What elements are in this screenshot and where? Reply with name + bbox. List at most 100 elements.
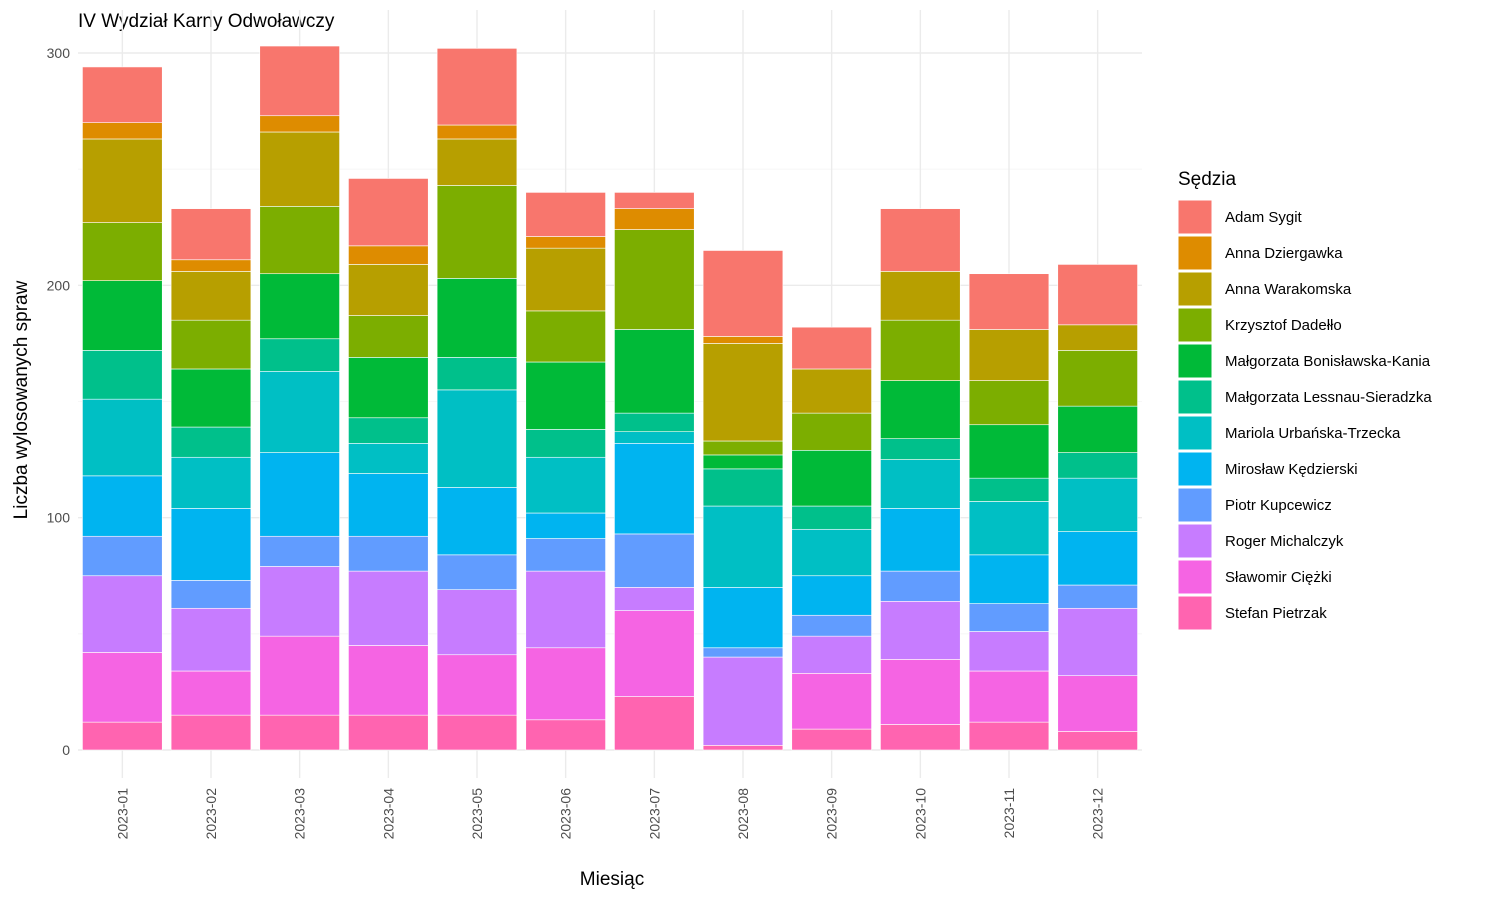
bar-segment (170, 456, 252, 509)
bar-segment (259, 273, 340, 340)
bar-segment (82, 122, 163, 140)
bar-segment (348, 535, 429, 572)
bar-segment (791, 635, 872, 674)
bar-segment (614, 610, 695, 697)
bar-segment (436, 357, 518, 391)
legend-label: Adam Sygit (1225, 209, 1303, 226)
bar-segment (702, 505, 784, 588)
bar-segment (1057, 731, 1138, 751)
bar-segment (170, 580, 252, 609)
legend-label: Krzysztof Dadełło (1225, 317, 1342, 334)
y-tick-label: 200 (47, 277, 71, 293)
legend-key (1177, 415, 1213, 451)
bar-segment (702, 440, 784, 456)
bar-segment (348, 315, 429, 358)
bar-segment (525, 456, 606, 514)
legend: Sędzia Adam Sygit Anna Dziergawka Anna War… (1177, 169, 1432, 631)
legend-key (1177, 199, 1213, 235)
bar-segment (968, 380, 1050, 426)
bar-segment (880, 659, 961, 725)
bar-segment (348, 473, 429, 537)
bar-segment (259, 566, 340, 637)
bar-segment (614, 329, 695, 414)
bar-segment (525, 361, 606, 430)
x-axis-ticks: 2023-01 2023-02 2023-03 2023-04 2023-05 2023-… (114, 788, 1105, 840)
bar-segment (170, 259, 252, 272)
bar-segment (170, 271, 252, 321)
bar-segment (702, 343, 784, 442)
legend-key (1177, 379, 1213, 415)
x-tick-label: 2023-12 (1090, 788, 1106, 840)
y-tick-label: 0 (62, 742, 70, 758)
legend-label: Małgorzata Lessnau-Sieradzka (1225, 389, 1432, 406)
bar-segment (170, 319, 252, 370)
bar-segment (702, 656, 784, 746)
bar-segment (82, 280, 163, 351)
bar-segment (1057, 584, 1138, 609)
y-tick-label: 100 (47, 510, 71, 526)
legend-key (1177, 595, 1213, 631)
legend-key (1177, 307, 1213, 343)
bar-segment (436, 278, 518, 358)
bar-segment (348, 245, 429, 265)
bar-segment (525, 236, 606, 249)
bar-segment (1057, 264, 1138, 326)
bar-segment (702, 647, 784, 658)
bar-segment (436, 654, 518, 716)
bar-segment (791, 614, 872, 637)
legend-label: Sławomir Ciężki (1225, 569, 1332, 586)
bar-segment (968, 329, 1050, 381)
bar-segment (259, 535, 340, 567)
bar-segment (525, 247, 606, 312)
bar-segment (968, 477, 1050, 502)
chart-title: IV Wydział Karny Odwoławczy (78, 11, 335, 32)
bar-segment (259, 370, 340, 453)
x-axis-title: Miesiąc (580, 869, 644, 890)
bar-segment (436, 138, 518, 186)
bar-segment (880, 438, 961, 460)
bar-segment (82, 575, 163, 653)
bar-segment (436, 389, 518, 488)
bar-segment (968, 721, 1050, 751)
x-tick-label: 2023-09 (824, 788, 840, 840)
bar-segment (525, 647, 606, 721)
legend-label: Piotr Kupcewicz (1225, 497, 1332, 514)
bar-segment (348, 357, 429, 419)
bar-segment (525, 538, 606, 572)
legend-label: Anna Dziergawka (1225, 245, 1343, 262)
bar-segment (1057, 405, 1138, 453)
bar-segment (1057, 531, 1138, 586)
x-tick-label: 2023-04 (380, 788, 396, 840)
bar-segment (170, 208, 252, 261)
bar-segment (259, 206, 340, 275)
bar-segment (614, 431, 695, 444)
bar-segment (348, 178, 429, 247)
bar-segment (702, 336, 784, 344)
bar-segment (614, 533, 695, 588)
bar-segment (259, 714, 340, 751)
bar-segment (170, 607, 252, 672)
legend-key (1177, 523, 1213, 559)
legend-title: Sędzia (1178, 169, 1237, 190)
bar-segment (702, 468, 784, 507)
bar-segment (82, 721, 163, 751)
bar-segment (702, 454, 784, 470)
x-tick-label: 2023-10 (912, 788, 928, 840)
bar-segment (436, 714, 518, 751)
bar-segment (170, 508, 252, 581)
bar-segment (82, 66, 163, 124)
bar-segment (436, 589, 518, 656)
bar-segment (614, 696, 695, 751)
bar-segment (525, 570, 606, 649)
bar-segment (259, 131, 340, 207)
bar-segment (702, 250, 784, 337)
bar-segment (82, 222, 163, 281)
legend-label: Małgorzata Bonisławska-Kania (1225, 353, 1431, 370)
bar-segment (1057, 452, 1138, 479)
legend-label: Mariola Urbańska-Trzecka (1225, 425, 1401, 442)
bar-segment (348, 645, 429, 716)
legend-key (1177, 271, 1213, 307)
bar-segment (880, 570, 961, 602)
bar-segment (525, 719, 606, 751)
